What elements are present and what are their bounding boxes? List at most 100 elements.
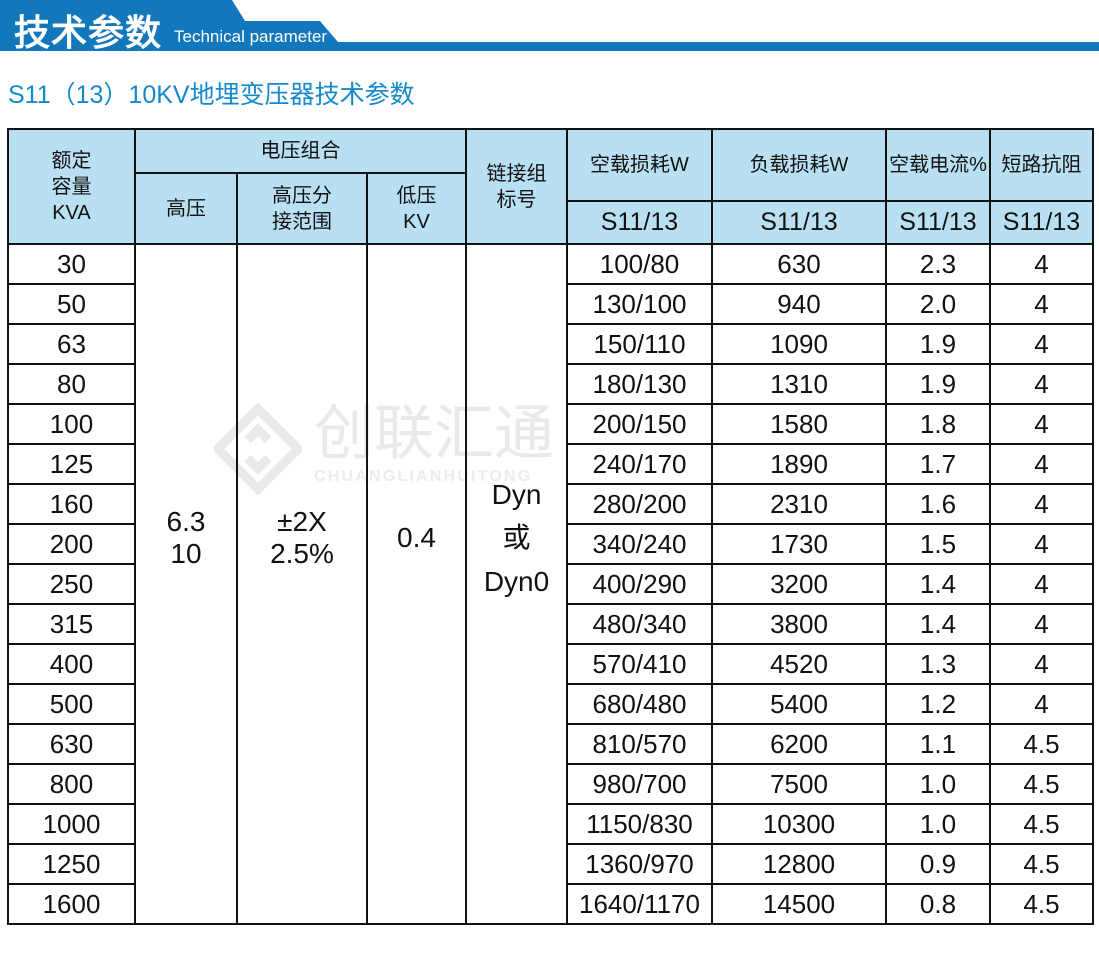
- header-vector-group: 链接组 标号: [465, 128, 568, 245]
- table-row: 50 130/100 940 2.0 4: [7, 283, 1094, 325]
- load-loss-cell: 6200: [711, 723, 887, 765]
- header-model-load-loss: S11/13: [711, 200, 887, 245]
- current-cell: 1.9: [885, 363, 991, 405]
- load-loss-cell: 630: [711, 243, 887, 285]
- capacity-cell: 1600: [7, 883, 136, 925]
- table-row: 125 240/170 1890 1.7 4: [7, 443, 1094, 485]
- header-row-1: 额定 容量 KVA 电压组合 链接组 标号 空载损耗W 负载损耗W 空载电流% …: [7, 128, 1094, 245]
- load-loss-cell: 1730: [711, 523, 887, 565]
- impedance-cell: 4.5: [989, 843, 1094, 885]
- capacity-cell: 50: [7, 283, 136, 325]
- header-no-load-loss: 空载损耗W: [566, 128, 713, 202]
- no-load-loss-cell: 400/290: [566, 563, 713, 605]
- capacity-cell: 80: [7, 363, 136, 405]
- capacity-cell: 500: [7, 683, 136, 725]
- current-cell: 2.0: [885, 283, 991, 325]
- load-loss-cell: 12800: [711, 843, 887, 885]
- header-impedance: 短路抗阻: [989, 128, 1094, 202]
- capacity-cell: 63: [7, 323, 136, 365]
- header-capacity: 额定 容量 KVA: [7, 128, 136, 245]
- capacity-cell: 125: [7, 443, 136, 485]
- table-row: 1000 1150/830 10300 1.0 4.5: [7, 803, 1094, 845]
- current-cell: 1.1: [885, 723, 991, 765]
- header-banner: 技术参数 Technical parameter: [0, 0, 1099, 53]
- current-cell: 1.5: [885, 523, 991, 565]
- no-load-loss-cell: 1360/970: [566, 843, 713, 885]
- current-cell: 1.0: [885, 763, 991, 805]
- no-load-loss-cell: 340/240: [566, 523, 713, 565]
- impedance-cell: 4: [989, 523, 1094, 565]
- capacity-cell: 800: [7, 763, 136, 805]
- no-load-loss-cell: 810/570: [566, 723, 713, 765]
- load-loss-cell: 4520: [711, 643, 887, 685]
- table-row: 400 570/410 4520 1.3 4: [7, 643, 1094, 685]
- banner-title-cn: 技术参数: [14, 12, 163, 53]
- load-loss-cell: 7500: [711, 763, 887, 805]
- load-loss-cell: 3800: [711, 603, 887, 645]
- load-loss-cell: 1310: [711, 363, 887, 405]
- table-row: 315 480/340 3800 1.4 4: [7, 603, 1094, 645]
- capacity-cell: 250: [7, 563, 136, 605]
- header-voltage-combo: 电压组合: [134, 128, 467, 174]
- impedance-cell: 4.5: [989, 763, 1094, 805]
- impedance-cell: 4: [989, 323, 1094, 365]
- impedance-cell: 4: [989, 363, 1094, 405]
- impedance-cell: 4: [989, 403, 1094, 445]
- capacity-cell: 30: [7, 243, 136, 285]
- no-load-loss-cell: 1150/830: [566, 803, 713, 845]
- load-loss-cell: 14500: [711, 883, 887, 925]
- load-loss-cell: 2310: [711, 483, 887, 525]
- capacity-cell: 630: [7, 723, 136, 765]
- current-cell: 1.0: [885, 803, 991, 845]
- impedance-cell: 4: [989, 443, 1094, 485]
- header-model-current: S11/13: [885, 200, 991, 245]
- table-row: 800 980/700 7500 1.0 4.5: [7, 763, 1094, 805]
- load-loss-cell: 3200: [711, 563, 887, 605]
- page-title: S11（13）10KV地埋变压器技术参数: [8, 81, 415, 109]
- capacity-cell: 1000: [7, 803, 136, 845]
- load-loss-cell: 1890: [711, 443, 887, 485]
- table-row: 160 280/200 2310 1.6 4: [7, 483, 1094, 525]
- header-load-loss: 负载损耗W: [711, 128, 887, 202]
- table-row: 100 200/150 1580 1.8 4: [7, 403, 1094, 445]
- table-row: 80 180/130 1310 1.9 4: [7, 363, 1094, 405]
- impedance-cell: 4: [989, 603, 1094, 645]
- table-row: 1250 1360/970 12800 0.9 4.5: [7, 843, 1094, 885]
- capacity-cell: 400: [7, 643, 136, 685]
- header-model-impedance: S11/13: [989, 200, 1094, 245]
- no-load-loss-cell: 200/150: [566, 403, 713, 445]
- no-load-loss-cell: 1640/1170: [566, 883, 713, 925]
- header-lv: 低压 KV: [366, 172, 467, 245]
- header-model-no-load-loss: S11/13: [566, 200, 713, 245]
- current-cell: 0.9: [885, 843, 991, 885]
- table-row: 250 400/290 3200 1.4 4: [7, 563, 1094, 605]
- current-cell: 1.3: [885, 643, 991, 685]
- impedance-cell: 4: [989, 643, 1094, 685]
- load-loss-cell: 940: [711, 283, 887, 325]
- no-load-loss-cell: 150/110: [566, 323, 713, 365]
- table-row: 63 150/110 1090 1.9 4: [7, 323, 1094, 365]
- impedance-cell: 4: [989, 683, 1094, 725]
- no-load-loss-cell: 180/130: [566, 363, 713, 405]
- parameters-table: 额定 容量 KVA 电压组合 链接组 标号 空载损耗W 负载损耗W 空载电流% …: [7, 128, 1094, 925]
- banner-title-en: Technical parameter: [174, 27, 328, 46]
- impedance-cell: 4: [989, 283, 1094, 325]
- current-cell: 1.8: [885, 403, 991, 445]
- load-loss-cell: 10300: [711, 803, 887, 845]
- current-cell: 1.7: [885, 443, 991, 485]
- current-cell: 1.2: [885, 683, 991, 725]
- no-load-loss-cell: 480/340: [566, 603, 713, 645]
- header-row-2: 高压 高压分 接范围 低压 KV: [8, 172, 1093, 245]
- no-load-loss-cell: 240/170: [566, 443, 713, 485]
- current-cell: 1.4: [885, 603, 991, 645]
- lv-value-cell: 0.4: [366, 243, 467, 925]
- no-load-loss-cell: 100/80: [566, 243, 713, 285]
- hv-tap-value-cell: ±2X 2.5%: [236, 243, 368, 925]
- header-hv-tap: 高压分 接范围: [236, 172, 368, 245]
- capacity-cell: 1250: [7, 843, 136, 885]
- table-row: 30 6.3 10 ±2X 2.5% 0.4 Dyn 或 Dyn0 100/80…: [7, 243, 1094, 925]
- load-loss-cell: 1580: [711, 403, 887, 445]
- no-load-loss-cell: 570/410: [566, 643, 713, 685]
- header-row-3: S11/13 S11/13 S11/13 S11/13: [8, 200, 1094, 245]
- no-load-loss-cell: 280/200: [566, 483, 713, 525]
